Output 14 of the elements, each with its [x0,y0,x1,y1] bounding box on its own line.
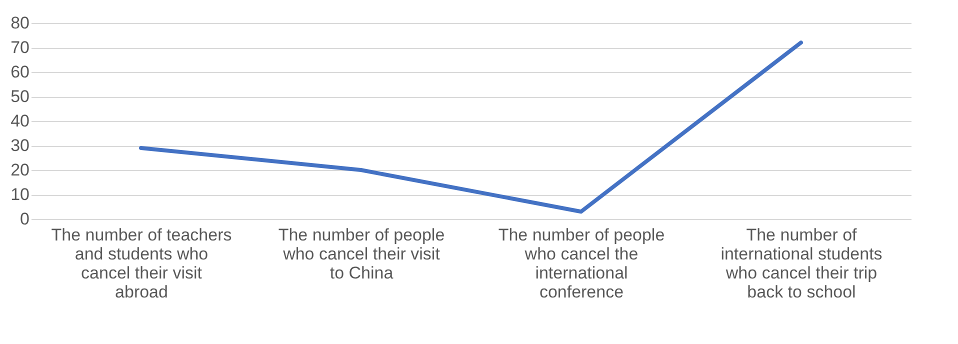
y-tick-label: 20 [10,160,30,180]
y-tick-label: 10 [10,185,30,204]
y-tick-label: 80 [10,14,30,32]
y-tick-label: 60 [10,62,30,82]
y-tick-label: 40 [10,112,30,130]
y-tick-label: 50 [10,87,30,106]
y-tick-label: 70 [10,38,30,57]
y-tick-label: 0 [20,210,30,228]
y-tick-label: 30 [10,136,30,155]
line-series [139,40,803,214]
x-tick-label: The number of international students who cancel their trip back to school [720,226,882,302]
x-tick-label: The number of people who cancel the international conference [498,226,665,302]
x-tick-label: The number of people who cancel their visit to China [278,226,445,282]
x-tick-label: The number of teachers and students who cancel their visit abroad [51,226,232,302]
